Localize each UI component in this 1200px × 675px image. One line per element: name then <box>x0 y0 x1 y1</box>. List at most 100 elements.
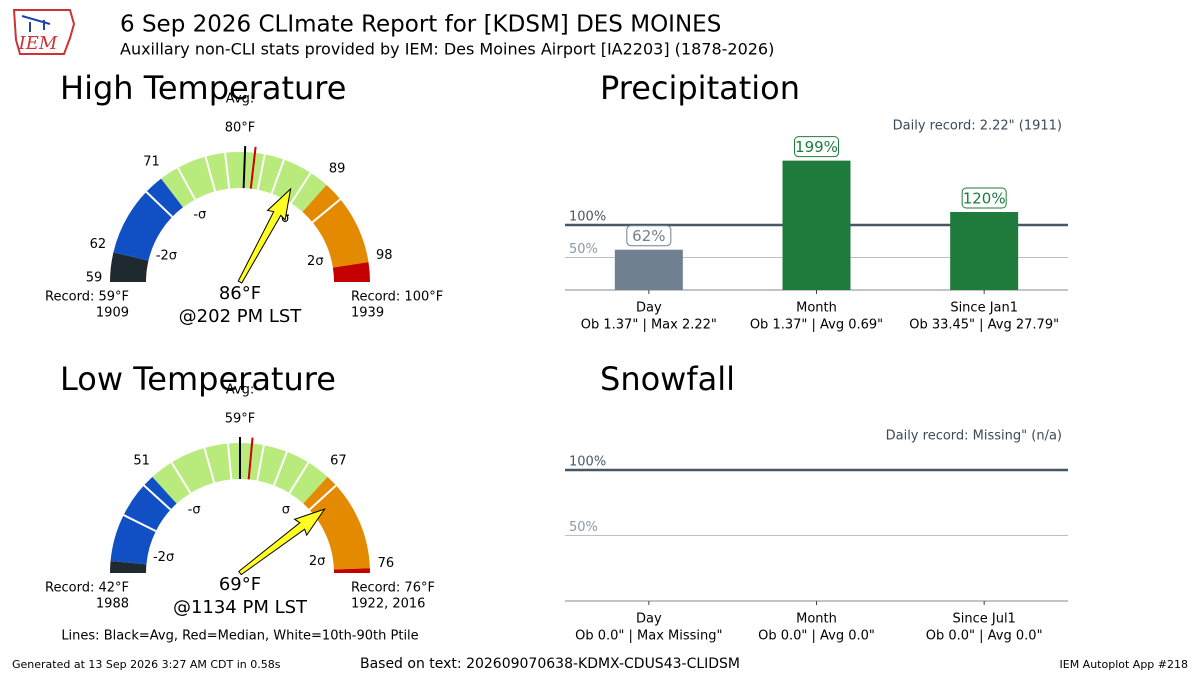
gauge-title: Low Temperature <box>60 360 336 398</box>
sigma-label: 2σ <box>309 554 326 569</box>
percentile-line <box>227 443 233 480</box>
percentile-line <box>256 154 266 190</box>
footer-app: IEM Autoplot App #218 <box>1060 658 1189 671</box>
annotation: Daily record: Missing" (n/a) <box>886 429 1062 444</box>
percentile-line <box>145 191 173 218</box>
y-tick-label: 50% <box>569 242 598 257</box>
footer-generated: Generated at 13 Sep 2026 3:27 AM CDT in … <box>12 658 281 671</box>
logo-map <box>12 9 76 55</box>
observed-time: @202 PM LST <box>179 306 303 327</box>
value-label: 120% <box>963 190 1006 208</box>
x-tick-label: Month <box>796 301 837 316</box>
avg-line <box>242 146 247 189</box>
gauge-segment <box>113 178 184 261</box>
sigma-label: 2σ <box>307 254 324 269</box>
logo: IEM <box>12 9 76 55</box>
gauge-tick-label: 71 <box>143 154 160 169</box>
record-low-year: 1909 <box>96 306 129 321</box>
percentile-line <box>143 484 172 511</box>
avg-title: Avg: <box>226 383 254 398</box>
gauge-tick-label: 67 <box>330 454 347 469</box>
x-tick-label: Since Jul1 <box>952 612 1015 627</box>
percentile-line <box>123 514 157 532</box>
x-tick-label: Month <box>796 612 837 627</box>
gauge-tick-label: 89 <box>329 162 346 177</box>
gauge-segment <box>110 252 149 282</box>
percentile-line <box>203 447 216 483</box>
gauge-title: High Temperature <box>60 69 346 107</box>
chart-title: Precipitation <box>600 69 800 107</box>
needle <box>238 508 326 576</box>
median-line <box>247 437 254 480</box>
record-low-label: Record: 59°F <box>45 290 129 305</box>
record-high-label: Record: 76°F <box>351 581 435 596</box>
median-line <box>249 146 257 189</box>
bar <box>782 160 851 290</box>
record-low-label: Record: 42°F <box>45 581 129 596</box>
gauge-tick-label: 51 <box>133 454 150 469</box>
x-tick-label: Day <box>636 612 662 627</box>
avg-label: 80°F <box>225 121 256 136</box>
gauge-tick-label: 59 <box>86 271 103 286</box>
percentile-line <box>290 172 312 204</box>
percentile-line <box>224 152 231 189</box>
sigma-label: -σ <box>188 502 201 517</box>
percentile-line <box>273 451 288 486</box>
sigma-label: σ <box>282 502 290 517</box>
percentile-line <box>177 167 196 200</box>
gauge-tick-label: 98 <box>376 248 393 263</box>
gauge-segment <box>302 184 369 268</box>
x-detail-label: Ob 0.0" | Max Missing" <box>575 629 722 644</box>
record-high-year: 1939 <box>351 306 384 321</box>
annotation: Daily record: 2.22" (1911) <box>893 119 1062 134</box>
avg-label: 59°F <box>225 412 256 427</box>
needle <box>237 187 292 284</box>
sigma-label: -2σ <box>153 550 174 565</box>
percentile-line <box>308 484 337 511</box>
y-tick-label: 100% <box>569 210 606 225</box>
percentile-line <box>270 159 285 194</box>
bar <box>614 249 683 290</box>
observed-label: 86°F <box>219 283 261 304</box>
logo-text: IEM <box>18 33 58 54</box>
footer-source: Based on text: 202609070638-KDMX-CDUS43-… <box>360 656 740 672</box>
bar <box>950 212 1019 290</box>
value-label: 62% <box>632 227 665 245</box>
gauge-segment <box>332 262 370 282</box>
x-detail-label: Ob 0.0" | Avg 0.0" <box>926 629 1043 644</box>
sigma-label: -σ <box>193 208 206 223</box>
percentile-line <box>170 461 192 494</box>
value-label-box <box>626 225 672 247</box>
gauge-segment <box>110 476 177 565</box>
percentile-line <box>256 445 265 481</box>
x-tick-label: Day <box>636 301 662 316</box>
value-label-box <box>961 187 1007 209</box>
percentile-line <box>288 461 310 494</box>
subtitle: Auxillary non-CLI stats provided by IEM:… <box>120 40 774 59</box>
record-high-label: Record: 100°F <box>351 290 443 305</box>
observed-time: @1134 PM LST <box>173 597 308 618</box>
observed-label: 69°F <box>219 574 261 595</box>
sigma-label: -2σ <box>156 249 177 264</box>
title: 6 Sep 2026 CLImate Report for [KDSM] DES… <box>120 12 721 38</box>
avg-title: Avg: <box>226 92 254 107</box>
gauge-tick-label: 76 <box>378 556 395 571</box>
percentile-line <box>311 198 341 223</box>
chart-title: Snowfall <box>600 360 735 398</box>
y-tick-label: 50% <box>569 520 598 535</box>
record-low-year: 1988 <box>96 597 129 612</box>
gauge-segment <box>333 568 370 573</box>
logo-icon <box>21 15 51 32</box>
percentile-line <box>204 156 217 192</box>
gauge-tick-label: 62 <box>90 237 107 252</box>
gauge-segment <box>110 561 147 573</box>
x-detail-label: Ob 1.37" | Max 2.22" <box>581 318 717 333</box>
y-tick-label: 100% <box>569 455 606 470</box>
x-detail-label: Ob 33.45" | Avg 27.79" <box>909 318 1059 333</box>
x-detail-label: Ob 1.37" | Avg 0.69" <box>750 318 883 333</box>
legend-note: Lines: Black=Avg, Red=Median, White=10th… <box>61 629 418 644</box>
x-detail-label: Ob 0.0" | Avg 0.0" <box>758 629 875 644</box>
x-tick-label: Since Jan1 <box>950 301 1018 316</box>
